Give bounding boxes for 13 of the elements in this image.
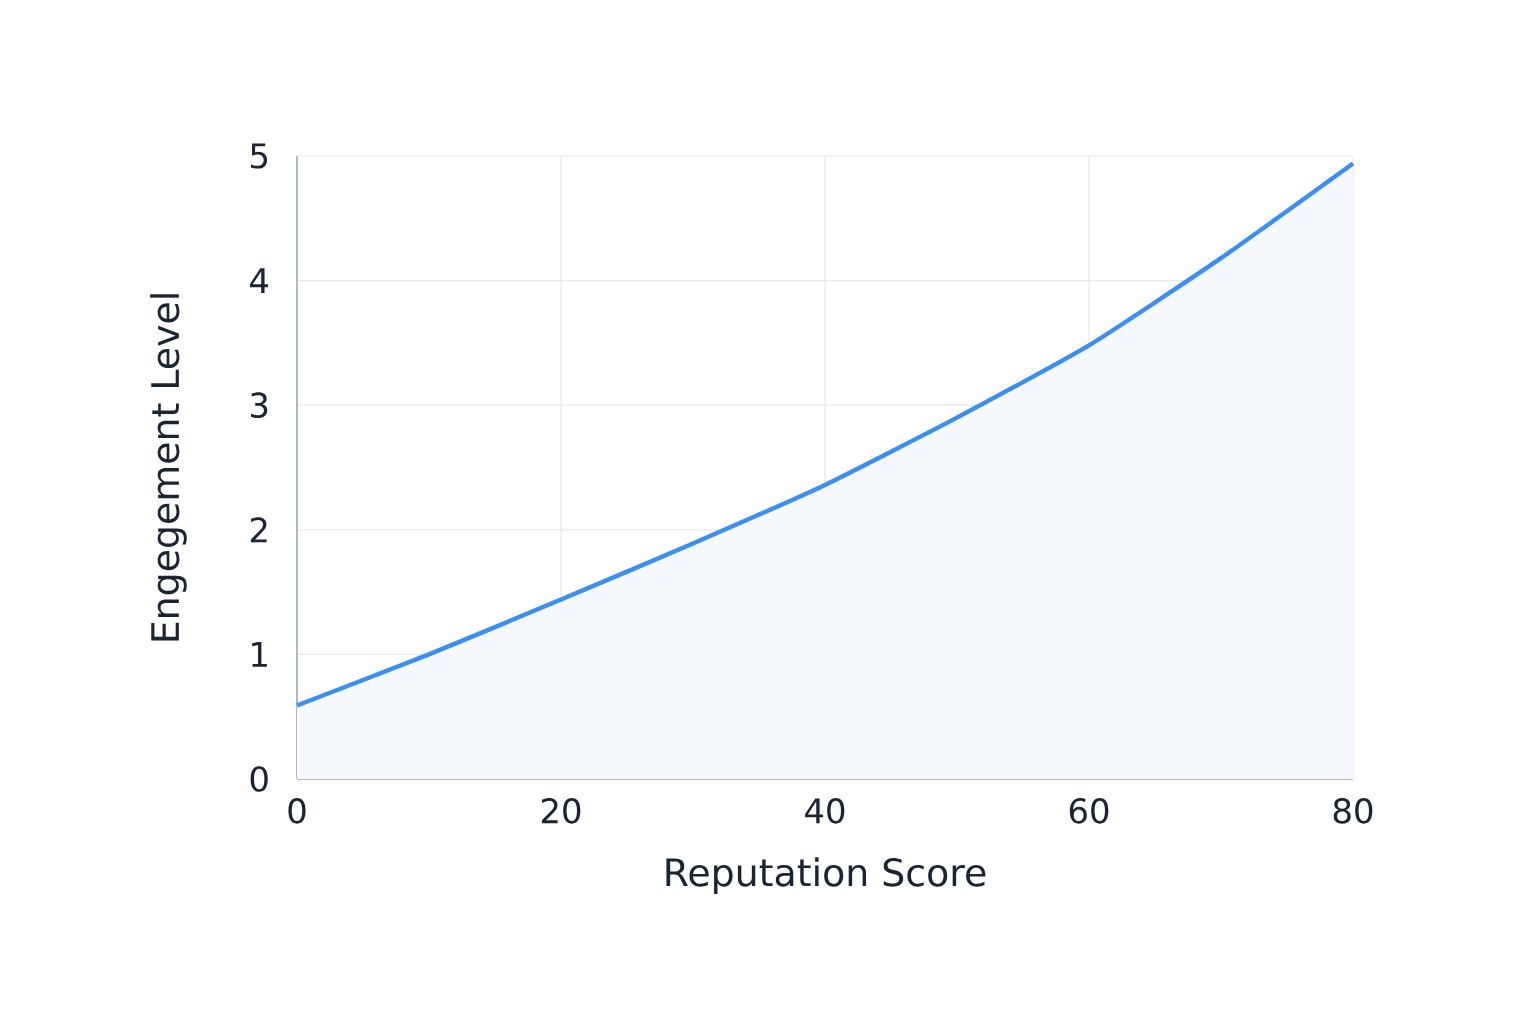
x-tick-label: 40 <box>805 798 845 824</box>
y-tick-label: 0 <box>250 766 268 792</box>
y-tick-label: 4 <box>250 268 269 293</box>
x-tick-label: 60 <box>1069 798 1109 824</box>
y-tick-label: 3 <box>251 392 268 418</box>
y-tick-label: 5 <box>251 143 267 169</box>
y-tick-label: 2 <box>250 517 267 543</box>
x-axis-title: Reputation Score <box>666 857 986 894</box>
x-tick-label: 80 <box>1333 798 1373 824</box>
y-axis-title: Engegement Level <box>150 294 187 641</box>
x-tick-label: 20 <box>541 798 581 824</box>
y-tick-label: 1 <box>252 642 267 667</box>
x-tick-label: 0 <box>288 798 306 824</box>
